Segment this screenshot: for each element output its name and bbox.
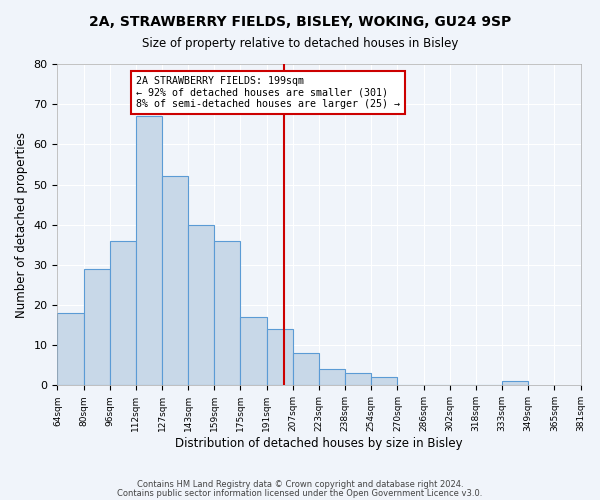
- Text: Size of property relative to detached houses in Bisley: Size of property relative to detached ho…: [142, 38, 458, 51]
- Text: Contains HM Land Registry data © Crown copyright and database right 2024.: Contains HM Land Registry data © Crown c…: [137, 480, 463, 489]
- Bar: [293, 353, 319, 386]
- Bar: [188, 224, 214, 386]
- Bar: [371, 378, 397, 386]
- Text: Contains public sector information licensed under the Open Government Licence v3: Contains public sector information licen…: [118, 488, 482, 498]
- Text: 2A, STRAWBERRY FIELDS, BISLEY, WOKING, GU24 9SP: 2A, STRAWBERRY FIELDS, BISLEY, WOKING, G…: [89, 15, 511, 29]
- Y-axis label: Number of detached properties: Number of detached properties: [15, 132, 28, 318]
- Bar: [266, 329, 293, 386]
- Bar: [110, 240, 136, 386]
- Bar: [319, 370, 345, 386]
- Bar: [502, 382, 528, 386]
- Bar: [214, 240, 241, 386]
- Bar: [83, 269, 110, 386]
- Text: 2A STRAWBERRY FIELDS: 199sqm
← 92% of detached houses are smaller (301)
8% of se: 2A STRAWBERRY FIELDS: 199sqm ← 92% of de…: [136, 76, 400, 110]
- Bar: [58, 313, 83, 386]
- X-axis label: Distribution of detached houses by size in Bisley: Distribution of detached houses by size …: [175, 437, 463, 450]
- Bar: [241, 317, 266, 386]
- Bar: [136, 116, 162, 386]
- Bar: [162, 176, 188, 386]
- Bar: [345, 374, 371, 386]
